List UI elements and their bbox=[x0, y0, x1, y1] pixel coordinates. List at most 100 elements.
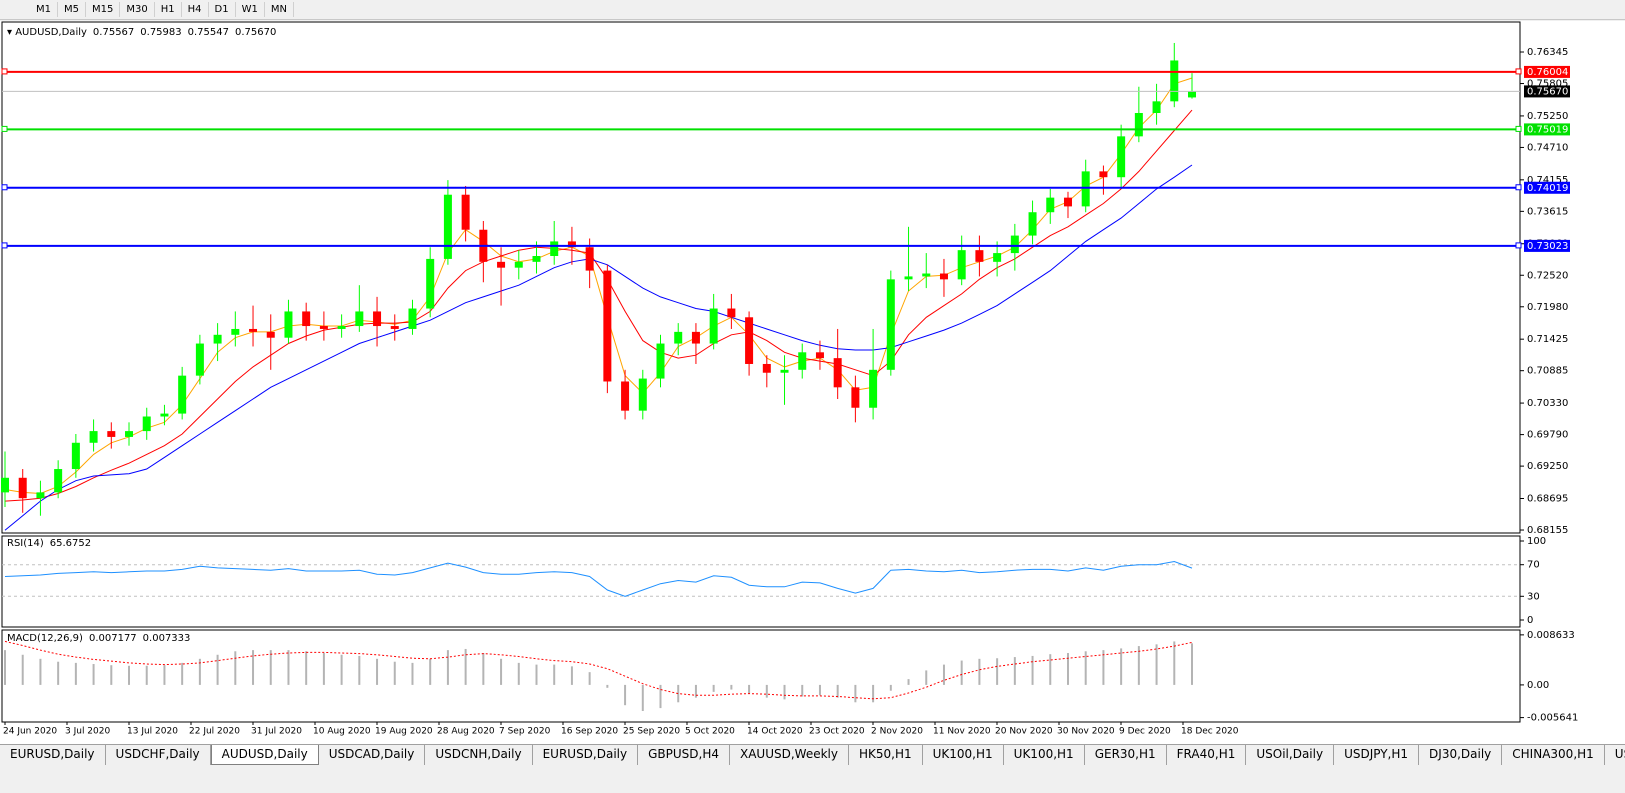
candle-body bbox=[638, 378, 647, 411]
chart-tab[interactable]: CHINA300,H1 bbox=[1502, 745, 1605, 765]
rsi-tick-label: 30 bbox=[1527, 591, 1540, 602]
price-tick-label: 0.75805 bbox=[1527, 79, 1568, 90]
timeframe-button[interactable]: D1 bbox=[209, 2, 236, 17]
price-tick-label: 0.70885 bbox=[1527, 366, 1568, 377]
price-level-badge bbox=[1524, 239, 1570, 252]
timeframe-button[interactable]: M30 bbox=[120, 2, 155, 17]
candle-body bbox=[975, 250, 984, 262]
candle-body bbox=[532, 256, 541, 262]
candle-body bbox=[1028, 212, 1037, 236]
chart-tab[interactable]: USDCAD,Daily bbox=[319, 745, 426, 765]
timeframe-button[interactable]: M1 bbox=[30, 2, 58, 17]
candle-body bbox=[36, 492, 45, 499]
price-level-badge bbox=[1524, 123, 1570, 136]
level-handle bbox=[1515, 68, 1522, 75]
chart-tab[interactable]: XAUUSD,Weekly bbox=[730, 745, 849, 765]
candle-body bbox=[373, 311, 382, 327]
price-level-badge bbox=[1524, 65, 1570, 78]
candle-body bbox=[922, 273, 931, 277]
candle-body bbox=[603, 270, 612, 382]
timeframe-button[interactable]: M15 bbox=[86, 2, 121, 17]
level-handle bbox=[1515, 242, 1522, 249]
candle-body bbox=[904, 276, 913, 280]
candle-body bbox=[1188, 91, 1196, 98]
chart-tab[interactable]: HK50,H1 bbox=[849, 745, 923, 765]
candle-body bbox=[815, 352, 824, 359]
candle-body bbox=[851, 387, 860, 408]
candle-body bbox=[160, 413, 169, 417]
candle-body bbox=[691, 331, 700, 344]
candle-body bbox=[213, 334, 222, 344]
chart-tab[interactable]: US bbox=[1605, 745, 1625, 765]
candle-body bbox=[1152, 101, 1161, 114]
candle-body bbox=[319, 326, 328, 329]
candle-body bbox=[178, 375, 187, 414]
candle-body bbox=[939, 273, 948, 280]
chart-tab[interactable]: EURUSD,Daily bbox=[533, 745, 639, 765]
price-level-label: 0.73023 bbox=[1527, 241, 1568, 252]
level-handle bbox=[1, 184, 8, 191]
chart-tab[interactable]: GER30,H1 bbox=[1085, 745, 1167, 765]
chart-tab[interactable]: UK100,H1 bbox=[923, 745, 1004, 765]
price-tick-label: 0.69250 bbox=[1527, 461, 1568, 472]
price-level-label: 0.75670 bbox=[1527, 86, 1568, 97]
chart-tab[interactable]: USDCHF,Daily bbox=[106, 745, 211, 765]
candle-body bbox=[1170, 60, 1179, 102]
chart-title: AUDUSD,Daily bbox=[15, 27, 87, 38]
candle-body bbox=[302, 311, 311, 327]
timeframe-toolbar: M1 M5 M15 M30 H1 H4 D1 W1 MN bbox=[0, 0, 1625, 20]
timeframe-button[interactable]: MN bbox=[265, 2, 294, 17]
rsi-tick-label: 100 bbox=[1527, 536, 1546, 547]
chart-tab[interactable]: UK100,H1 bbox=[1004, 745, 1085, 765]
candle-body bbox=[674, 331, 683, 344]
chart-tab[interactable]: GBPUSD,H4 bbox=[638, 745, 730, 765]
x-tick-label: 19 Aug 2020 bbox=[375, 727, 433, 737]
level-handle bbox=[1, 68, 8, 75]
macd-signal-line bbox=[4, 640, 1193, 700]
x-tick-label: 7 Sep 2020 bbox=[499, 727, 551, 737]
chart-tab[interactable]: EURUSD,Daily bbox=[0, 745, 106, 765]
candle-body bbox=[107, 431, 116, 437]
chart-header: ▾ AUDUSD,Daily 0.75567 0.75983 0.75547 0.756… bbox=[7, 27, 276, 38]
price-level-label: 0.76004 bbox=[1527, 67, 1568, 78]
chart-tab[interactable]: FRA40,H1 bbox=[1167, 745, 1247, 765]
ohlc-value: 0.75983 bbox=[140, 27, 181, 38]
candle-body bbox=[585, 247, 594, 271]
moving-average bbox=[4, 164, 1193, 531]
candle-body bbox=[957, 250, 966, 280]
x-tick-label: 28 Aug 2020 bbox=[437, 727, 495, 737]
chart-background bbox=[0, 21, 1625, 744]
price-tick-label: 0.74155 bbox=[1527, 175, 1568, 186]
x-tick-label: 22 Jul 2020 bbox=[189, 727, 240, 737]
candle-body bbox=[426, 258, 435, 309]
x-tick-label: 14 Oct 2020 bbox=[747, 727, 803, 737]
level-handle bbox=[1515, 125, 1522, 132]
chart-tab[interactable]: AUDUSD,Daily bbox=[210, 745, 319, 765]
level-handle bbox=[1515, 184, 1522, 191]
timeframe-button[interactable]: H1 bbox=[155, 2, 182, 17]
timeframe-button[interactable]: M5 bbox=[58, 2, 86, 17]
candle-body bbox=[497, 261, 506, 268]
chart-tab[interactable]: USDJPY,H1 bbox=[1334, 745, 1420, 765]
chart-tab[interactable]: USOil,Daily bbox=[1246, 745, 1335, 765]
price-tick-label: 0.71425 bbox=[1527, 334, 1568, 345]
candle-body bbox=[550, 241, 559, 257]
rsi-value: 65.6752 bbox=[50, 538, 91, 549]
candle-body bbox=[89, 431, 98, 443]
ohlc-value: 0.75547 bbox=[188, 27, 229, 38]
x-tick-label: 13 Jul 2020 bbox=[127, 727, 178, 737]
chart-tab[interactable]: DJ30,Daily bbox=[1419, 745, 1503, 765]
candle-body bbox=[1046, 197, 1055, 213]
candle-body bbox=[231, 328, 240, 335]
x-tick-label: 3 Jul 2020 bbox=[65, 727, 110, 737]
candle-body bbox=[993, 253, 1002, 262]
candle-body bbox=[1117, 136, 1126, 178]
x-tick-label: 23 Oct 2020 bbox=[809, 727, 865, 737]
timeframe-button[interactable]: H4 bbox=[182, 2, 209, 17]
timeframe-button[interactable]: W1 bbox=[236, 2, 265, 17]
price-level-badge bbox=[1524, 85, 1570, 98]
x-tick-label: 9 Dec 2020 bbox=[1119, 727, 1171, 737]
chart-tab[interactable]: USDCNH,Daily bbox=[425, 745, 533, 765]
candle-body bbox=[284, 311, 293, 338]
